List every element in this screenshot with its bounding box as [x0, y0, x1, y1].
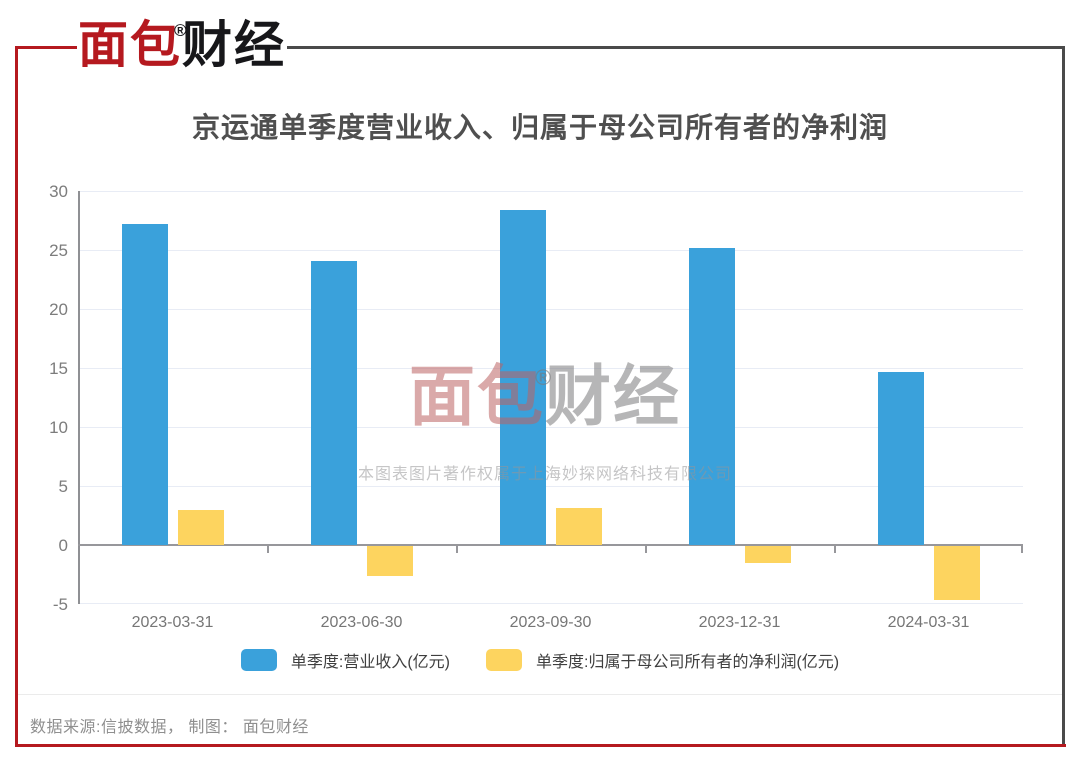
revenue-bar-2023-03-31	[121, 224, 168, 545]
y-axis-line	[78, 191, 80, 604]
gridline-30	[78, 191, 1023, 192]
revenue-bar-2023-06-30	[310, 260, 357, 545]
frame-top-dark-line	[287, 46, 1065, 49]
x-tick-label-2024-03-31: 2024-03-31	[887, 614, 970, 631]
x-tick-label-2023-03-31: 2023-03-31	[131, 614, 214, 631]
gridline-10	[78, 427, 1023, 428]
brand-logo-text-black: 财经	[182, 17, 286, 73]
y-tick-label-25: 25	[49, 241, 68, 260]
legend-label-net-profit: 单季度:归属于母公司所有者的净利润(亿元)	[536, 654, 840, 671]
net-profit-bar-2023-09-30	[555, 508, 602, 545]
x-axis-tick	[1021, 546, 1023, 553]
y-tick-label--5: -5	[52, 595, 68, 614]
gridline--5	[78, 603, 1023, 604]
gridline-20	[78, 309, 1023, 310]
x-axis-tick	[645, 546, 647, 553]
frame-bottom-red-line	[15, 744, 1066, 747]
legend: 单季度:营业收入(亿元) 单季度:归属于母公司所有者的净利润(亿元)	[0, 648, 1080, 672]
net-profit-bar-2023-06-30	[366, 546, 413, 576]
chart-title: 京运通单季度营业收入、归属于母公司所有者的净利润	[191, 112, 888, 143]
legend-label-revenue: 单季度:营业收入(亿元)	[290, 654, 450, 671]
y-tick-label-10: 10	[49, 418, 68, 437]
brand-logo: 面包®财经	[78, 17, 286, 73]
x-tick-label-2023-09-30: 2023-09-30	[509, 614, 592, 631]
net-profit-bar-2023-12-31	[744, 546, 791, 563]
x-tick-label-2023-12-31: 2023-12-31	[698, 614, 781, 631]
revenue-bar-2023-09-30	[499, 209, 546, 545]
x-axis-zero-line	[78, 544, 1023, 546]
gridline-5	[78, 486, 1023, 487]
gridline-25	[78, 250, 1023, 251]
y-tick-label-15: 15	[49, 359, 68, 378]
brand-logo-text-red: 面包	[78, 17, 182, 73]
data-source-note: 数据来源:信披数据， 制图： 面包财经	[30, 719, 309, 736]
net-profit-bar-2023-03-31	[177, 509, 224, 545]
y-tick-label-30: 30	[49, 182, 68, 201]
y-tick-label-0: 0	[58, 536, 68, 555]
plot-area: 30 25 20 15 10 5 0 -5 2023-03-31 2023-06-30 2023-0…	[49, 183, 1023, 631]
y-tick-label-20: 20	[49, 300, 68, 319]
frame-top-left-red-line	[15, 46, 77, 49]
legend-swatch-net-profit	[486, 649, 522, 671]
x-tick-label-2023-06-30: 2023-06-30	[320, 614, 403, 631]
revenue-bar-2024-03-31	[877, 371, 924, 545]
frame-right-dark-line	[1062, 46, 1065, 744]
x-axis-tick	[834, 546, 836, 553]
y-tick-label-5: 5	[58, 477, 68, 496]
x-axis-tick	[267, 546, 269, 553]
legend-swatch-revenue	[240, 649, 277, 671]
revenue-bar-2023-12-31	[688, 247, 735, 545]
net-profit-bar-2024-03-31	[933, 546, 980, 601]
frame-left-red-line	[15, 46, 18, 747]
gridline-15	[78, 368, 1023, 369]
x-axis-tick	[456, 546, 458, 553]
footer-divider	[18, 694, 1062, 695]
